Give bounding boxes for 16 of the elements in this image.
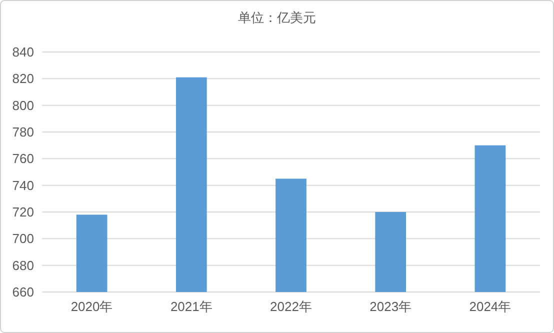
y-tick-label: 680 — [12, 258, 34, 273]
y-tick-label: 660 — [12, 284, 34, 300]
x-tick-label: 2022年 — [270, 299, 312, 314]
y-tick-label: 740 — [12, 178, 34, 193]
x-tick-label: 2024年 — [469, 299, 512, 314]
y-tick-label: 720 — [12, 204, 34, 220]
y-tick-label: 760 — [12, 151, 34, 166]
x-tick-label: 2020年 — [70, 299, 113, 314]
y-tick-label: 820 — [12, 71, 34, 86]
x-tick-label: 2021年 — [170, 299, 212, 314]
y-tick-label: 840 — [12, 44, 34, 60]
y-tick-label: 780 — [12, 124, 34, 140]
x-tick-label: 2023年 — [370, 299, 412, 314]
y-tick-label: 800 — [12, 98, 34, 113]
y-tick-label: 700 — [12, 231, 34, 246]
chart-title: 单位：亿美元 — [238, 10, 316, 25]
